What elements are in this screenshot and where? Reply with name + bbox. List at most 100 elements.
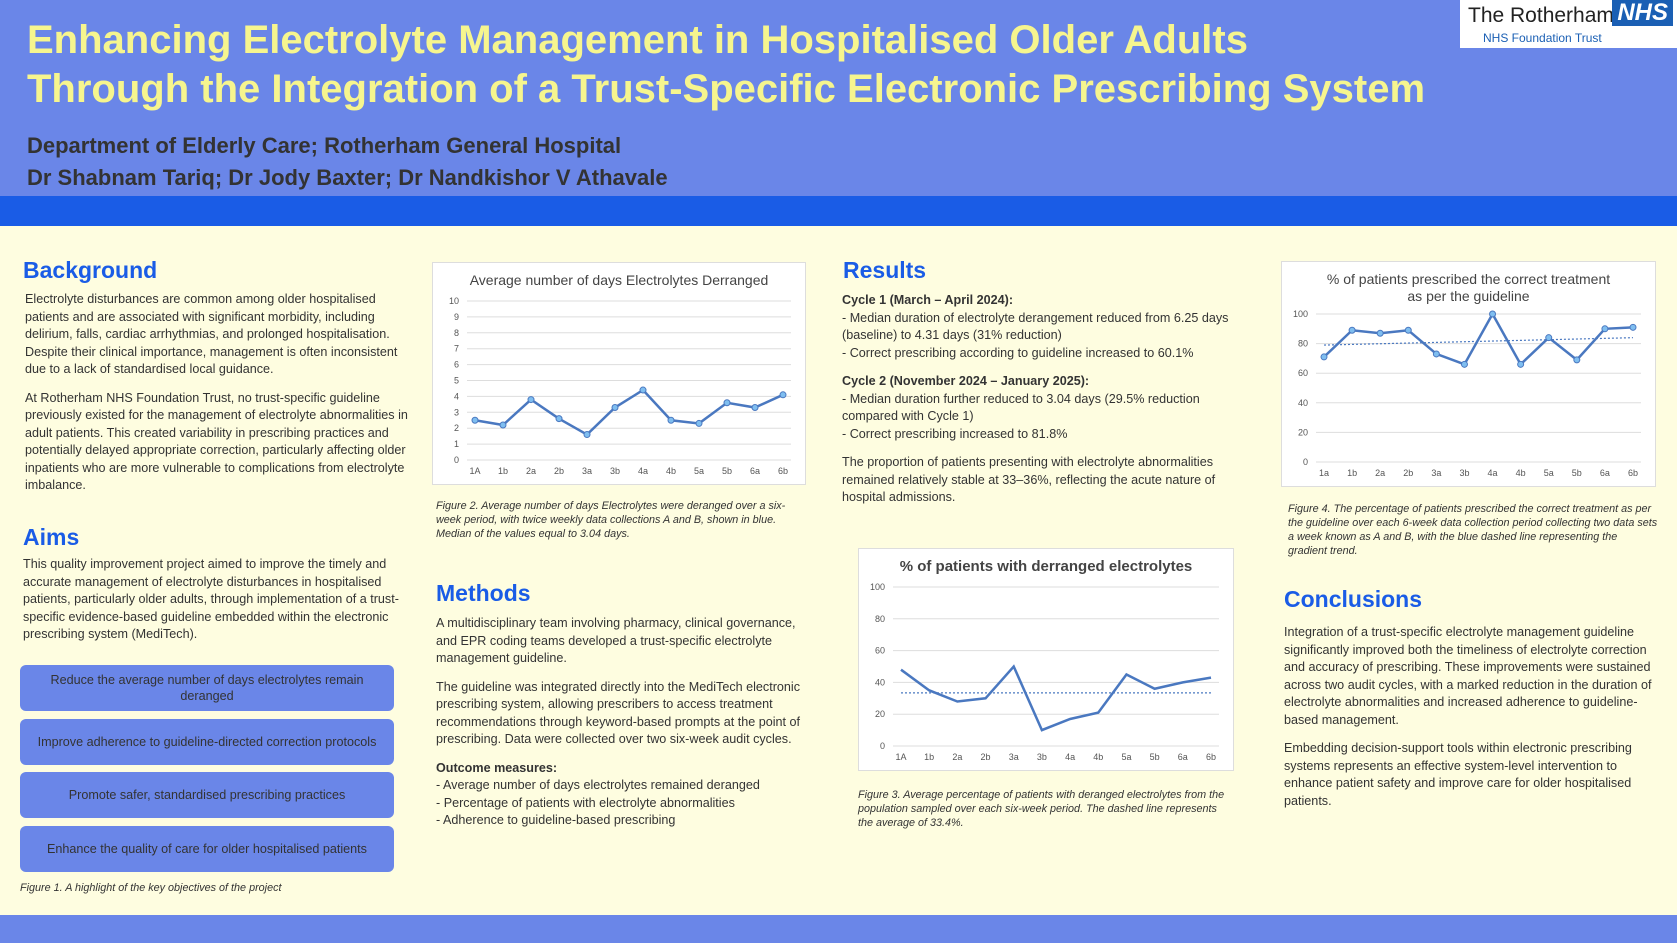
data-point <box>1517 360 1525 368</box>
background-text: Electrolyte disturbances are common amon… <box>25 292 408 492</box>
chart-title: % of patients with derranged electrolyte… <box>900 558 1193 575</box>
x-tick-label: 3b <box>1037 752 1047 762</box>
data-point <box>751 404 759 412</box>
x-tick-label: 3a <box>582 466 592 476</box>
x-tick-label: 2a <box>1375 468 1385 478</box>
x-tick-label: 6a <box>1178 752 1188 762</box>
series-line <box>900 664 1212 732</box>
background-heading: Background <box>23 257 158 283</box>
aims-text: This quality improvement project aimed t… <box>23 557 399 641</box>
chart-correct-treatment: % of patients prescribed the correct tre… <box>1281 261 1656 487</box>
poster-title: Enhancing Electrolyte Management in Hosp… <box>27 18 1426 111</box>
y-tick-label: 80 <box>1298 339 1308 349</box>
y-tick-label: 7 <box>454 344 459 354</box>
x-tick-label: 5a <box>694 466 704 476</box>
y-tick-label: 20 <box>1298 427 1308 437</box>
data-point <box>1601 325 1609 333</box>
x-tick-label: 1A <box>469 466 480 476</box>
chart-svg: % of patients with derranged electrolyte… <box>870 558 1219 762</box>
aim-box: Reduce the average number of days electr… <box>20 665 394 711</box>
x-tick-label: 3a <box>1009 752 1019 762</box>
y-tick-label: 100 <box>1293 309 1308 319</box>
x-tick-label: 5b <box>722 466 732 476</box>
department: Department of Elderly Care; Rotherham Ge… <box>27 133 622 158</box>
figure3-caption: Figure 3. Average percentage of patients… <box>858 789 1225 829</box>
x-tick-label: 1b <box>924 752 934 762</box>
header-divider <box>0 196 1677 226</box>
x-tick-label: 3a <box>1431 468 1441 478</box>
methods-text: A multidisciplinary team involving pharm… <box>436 616 801 827</box>
data-point <box>779 391 787 399</box>
chart-svg: Average number of days Electrolytes Derr… <box>449 272 791 476</box>
x-tick-label: 1b <box>498 466 508 476</box>
y-tick-label: 9 <box>454 312 459 322</box>
y-tick-label: 80 <box>875 614 885 624</box>
chart-title: Average number of days Electrolytes Derr… <box>470 272 769 288</box>
figure1-caption: Figure 1. A highlight of the key objecti… <box>20 882 282 894</box>
data-point <box>1460 360 1468 368</box>
data-point <box>611 404 619 412</box>
data-point <box>723 399 731 407</box>
series-line <box>1323 311 1634 367</box>
data-point <box>1432 350 1440 358</box>
y-tick-label: 3 <box>454 407 459 417</box>
conclusions-text: Integration of a trust-specific electrol… <box>1284 625 1652 808</box>
data-point <box>1348 326 1356 334</box>
y-tick-label: 60 <box>875 646 885 656</box>
x-tick-label: 4a <box>1065 752 1075 762</box>
x-tick-label: 2b <box>554 466 564 476</box>
data-point <box>555 415 563 423</box>
aim-box: Promote safer, standardised prescribing … <box>20 772 394 818</box>
x-tick-label: 6b <box>1206 752 1216 762</box>
y-tick-label: 0 <box>454 455 459 465</box>
x-tick-label: 3b <box>1459 468 1469 478</box>
chart-days-deranged: Average number of days Electrolytes Derr… <box>432 262 806 485</box>
aim-box: Improve adherence to guideline-directed … <box>20 719 394 765</box>
y-tick-label: 20 <box>875 709 885 719</box>
aim-box: Enhance the quality of care for older ho… <box>20 826 394 872</box>
x-tick-label: 4b <box>1093 752 1103 762</box>
chart-title-line: % of patients prescribed the correct tre… <box>1327 271 1610 287</box>
reference-line <box>1323 337 1634 346</box>
x-tick-label: 1A <box>895 752 906 762</box>
results-heading: Results <box>843 257 927 283</box>
x-tick-label: 6b <box>778 466 788 476</box>
y-tick-label: 60 <box>1298 368 1308 378</box>
data-point <box>695 419 703 427</box>
aims-heading: Aims <box>23 524 80 550</box>
data-point <box>1320 353 1328 361</box>
authors: Dr Shabnam Tariq; Dr Jody Baxter; Dr Nan… <box>27 165 668 190</box>
chart-title: % of patients prescribed the correct tre… <box>1327 271 1610 304</box>
chart-title-line: as per the guideline <box>1407 288 1529 304</box>
x-tick-label: 4b <box>1516 468 1526 478</box>
data-point <box>1376 329 1384 337</box>
series-line <box>474 388 784 437</box>
x-tick-label: 2a <box>952 752 962 762</box>
y-tick-label: 0 <box>880 741 885 751</box>
x-tick-label: 5a <box>1544 468 1554 478</box>
y-tick-label: 6 <box>454 360 459 370</box>
x-tick-label: 3b <box>610 466 620 476</box>
x-tick-label: 5b <box>1150 752 1160 762</box>
footer-bar <box>0 915 1677 943</box>
x-tick-label: 1a <box>1319 468 1329 478</box>
x-tick-label: 2b <box>1403 468 1413 478</box>
poster-header <box>0 0 1677 196</box>
x-tick-label: 2b <box>981 752 991 762</box>
y-tick-label: 100 <box>870 582 885 592</box>
x-tick-label: 5b <box>1572 468 1582 478</box>
data-point <box>1489 310 1497 318</box>
x-tick-label: 2a <box>526 466 536 476</box>
figure2-caption: Figure 2. Average number of days Electro… <box>436 500 786 540</box>
results-text: Cycle 1 (March – April 2024): - Median d… <box>842 293 1229 504</box>
data-point <box>499 421 507 429</box>
y-tick-label: 40 <box>1298 398 1308 408</box>
chart-svg: % of patients prescribed the correct tre… <box>1293 271 1641 478</box>
data-point <box>667 416 675 424</box>
y-tick-label: 10 <box>449 296 459 306</box>
x-tick-label: 4a <box>1488 468 1498 478</box>
data-point <box>1573 356 1581 364</box>
y-tick-label: 5 <box>454 376 459 386</box>
data-point <box>527 396 535 404</box>
x-tick-label: 6a <box>1600 468 1610 478</box>
